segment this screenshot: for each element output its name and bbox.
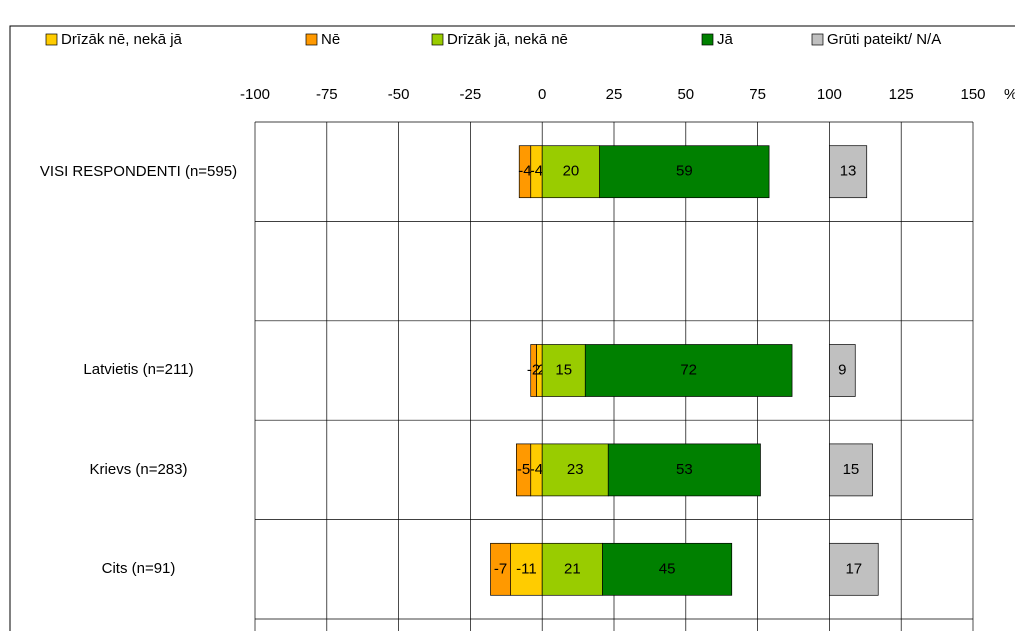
x-tick-label: -75 — [316, 86, 338, 103]
data-label: 15 — [555, 361, 572, 378]
data-label: -11 — [516, 560, 537, 577]
x-tick-label: -25 — [460, 86, 482, 103]
data-label: -7 — [494, 560, 507, 577]
data-label: -4 — [518, 163, 531, 180]
data-label: 13 — [840, 163, 857, 180]
x-tick-label: 25 — [606, 86, 623, 103]
bar — [829, 542, 879, 596]
x-tick-label: 125 — [889, 86, 914, 103]
x-tick-label: -100 — [240, 86, 270, 103]
bar — [607, 443, 761, 497]
legend-swatch — [701, 33, 714, 46]
category-label: Latvietis (n=211) — [83, 361, 194, 379]
data-label: 21 — [564, 560, 581, 577]
category-label: VISI RESPONDENTI (n=595) — [39, 162, 238, 180]
x-tick-label: -50 — [388, 86, 410, 103]
data-label: -2 — [527, 361, 540, 378]
x-tick-label: 100 — [817, 86, 842, 103]
legend-label: Drīzāk nē, nekā jā — [61, 31, 183, 48]
data-label: -4 — [530, 163, 543, 180]
data-label: 45 — [659, 560, 676, 577]
data-label: 9 — [838, 361, 846, 378]
data-label: 53 — [676, 461, 693, 478]
data-label: 15 — [843, 461, 860, 478]
x-tick-label: 50 — [677, 86, 694, 103]
category-text: Krievs (n=283) — [89, 460, 188, 478]
bar — [516, 443, 532, 497]
data-label: -5 — [517, 461, 530, 478]
legend-label: Drīzāk jā, nekā nē — [447, 31, 568, 48]
chart-frame — [9, 25, 1015, 631]
data-label: 72 — [680, 361, 697, 378]
category-text: Cits (n=91) — [101, 560, 176, 578]
legend-label: Jā — [717, 31, 734, 48]
x-tick-label: 150 — [960, 86, 985, 103]
category-label: Krievs (n=283) — [89, 460, 188, 478]
bar — [829, 443, 873, 497]
bar — [530, 344, 537, 397]
x-unit: % — [1004, 86, 1015, 103]
data-label: -4 — [530, 461, 543, 478]
bar — [829, 145, 868, 199]
bar — [490, 542, 511, 596]
bar — [541, 443, 609, 497]
category-label: Cits (n=91) — [101, 560, 176, 578]
category-text: VISI RESPONDENTI (n=595) — [39, 162, 238, 180]
bar — [602, 542, 733, 596]
legend-swatch — [305, 33, 318, 46]
bar — [541, 145, 600, 199]
bar — [599, 145, 770, 199]
bar — [584, 344, 793, 397]
bar — [510, 542, 543, 596]
bar — [829, 344, 856, 397]
bar — [541, 344, 586, 397]
legend-swatch — [45, 33, 58, 46]
category-text: Latvietis (n=211) — [83, 361, 194, 379]
legend-swatch — [811, 33, 824, 46]
data-label: 17 — [845, 560, 862, 577]
legend-label: Nē — [321, 31, 340, 48]
legend-swatch — [431, 33, 444, 46]
legend-label: Grūti pateikt/ N/A — [827, 31, 941, 48]
bar — [518, 145, 532, 199]
data-label: 20 — [563, 163, 580, 180]
data-label: 59 — [676, 163, 693, 180]
x-tick-label: 0 — [538, 86, 546, 103]
data-label: 23 — [567, 461, 584, 478]
x-tick-label: 75 — [749, 86, 766, 103]
